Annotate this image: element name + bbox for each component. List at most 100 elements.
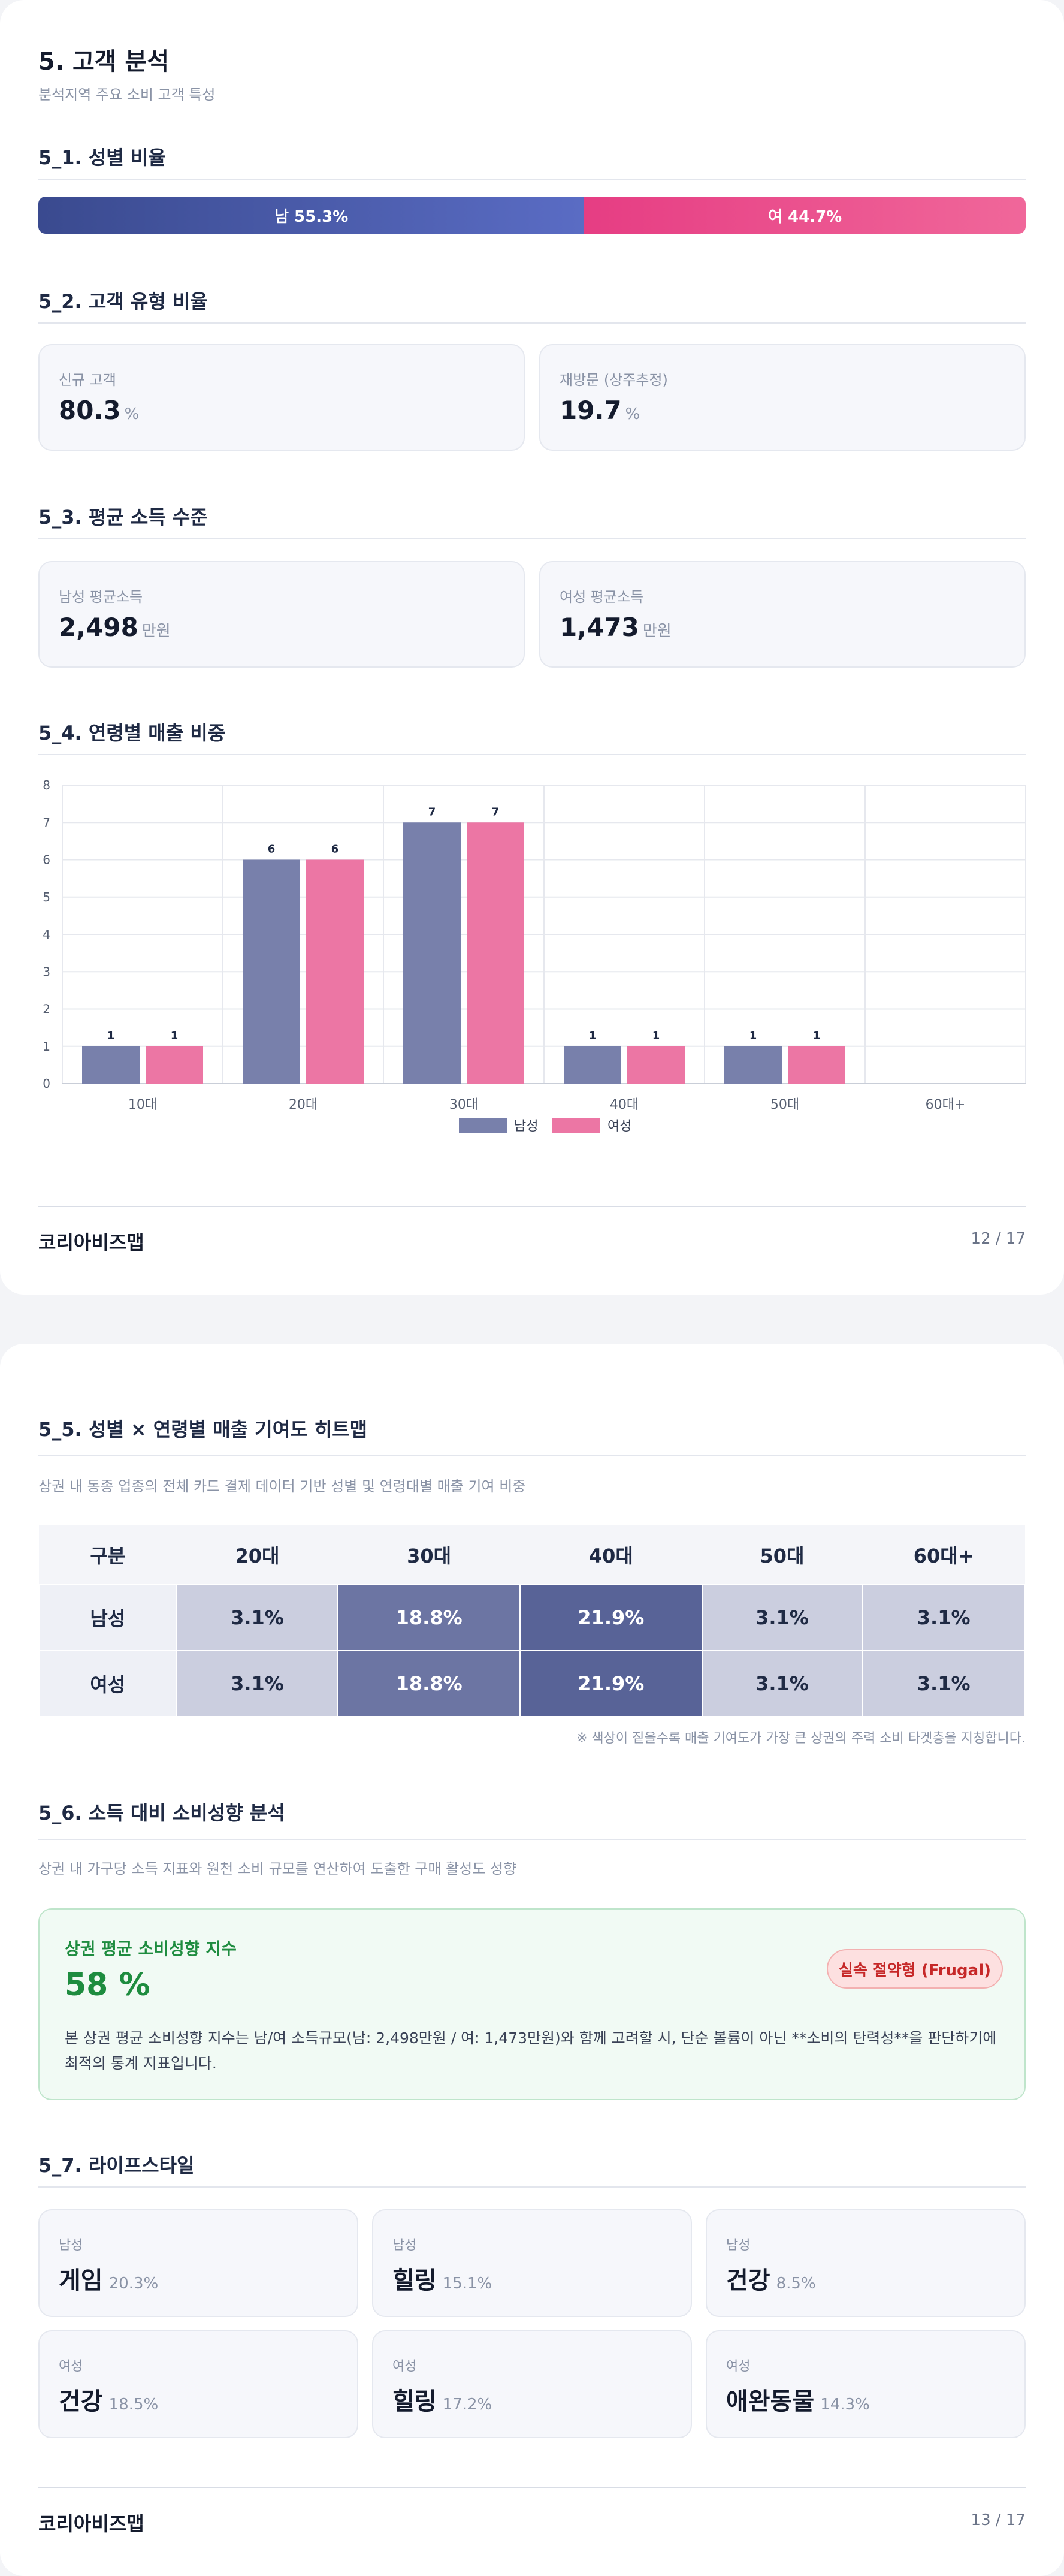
lifestyle-gender: 여성 xyxy=(59,2359,83,2374)
spending-description: 상권 내 가구당 소득 지표와 원천 소비 규모를 연산하여 도출한 구매 활성… xyxy=(38,1860,517,1877)
bar-data-label: 6 xyxy=(268,843,276,856)
bar-data-label: 7 xyxy=(492,806,500,818)
bar-data-label: 1 xyxy=(813,1030,821,1042)
gender-ratio-bar: 남 55.3% 여 44.7% xyxy=(38,197,1026,234)
lifestyle-value: 힐링 17.2% xyxy=(392,2382,492,2417)
heatmap-cell: 3.1% xyxy=(862,1584,1026,1651)
female-ratio-segment: 여 44.7% xyxy=(584,197,1026,234)
footer-brand: 코리아비즈맵 xyxy=(38,1231,144,1254)
bar-female xyxy=(467,822,524,1084)
female-income-number: 1,473 xyxy=(560,613,639,642)
heatmap-header-cell: 구분 xyxy=(39,1525,177,1585)
spending-index-value: 58 % xyxy=(65,1967,150,2003)
lifestyle-name: 힐링 xyxy=(392,2388,437,2415)
male-income-label: 남성 평균소득 xyxy=(59,589,143,605)
heatmap-header-cell: 60대+ xyxy=(862,1525,1025,1585)
currency-unit: 만원 xyxy=(642,622,672,640)
heatmap-description: 상권 내 동종 업종의 전체 카드 결제 데이터 기반 성별 및 연령대별 매출… xyxy=(38,1478,526,1495)
spending-index-card: 상권 평균 소비성향 지수 58 % 실속 절약형 (Frugal) 본 상권 … xyxy=(38,1908,1026,2100)
lifestyle-name: 애완동물 xyxy=(726,2388,815,2415)
page-title: 5. 고객 분석 xyxy=(38,48,170,76)
heatmap-note: ※ 색상이 짙을수록 매출 기여도가 가장 큰 상권의 주력 소비 타겟층을 지… xyxy=(576,1731,1026,1746)
legend-label: 남성 xyxy=(514,1119,538,1134)
heatmap-header-cell: 50대 xyxy=(702,1525,863,1585)
bar-data-label: 1 xyxy=(171,1030,179,1042)
bar-female xyxy=(627,1046,685,1084)
gender-section-title: 5_1. 성별 비율 xyxy=(38,146,166,169)
bar-data-label: 1 xyxy=(107,1030,115,1042)
y-tick-label: 1 xyxy=(43,1039,50,1054)
female-income-label: 여성 평균소득 xyxy=(560,589,644,605)
bar-data-label: 1 xyxy=(589,1030,597,1042)
heatmap-cell: 3.1% xyxy=(701,1584,863,1651)
bar-data-label: 1 xyxy=(749,1030,757,1042)
heatmap-row-label: 여성 xyxy=(38,1650,177,1717)
gender-age-heatmap: 구분 20대 30대 40대 50대 60대+ 남성 3.1% 18.8% 21… xyxy=(38,1525,1026,1717)
footer-divider xyxy=(38,2487,1026,2488)
section-divider xyxy=(38,538,1026,539)
lifestyle-value: 건강 18.5% xyxy=(59,2382,158,2417)
bar-male xyxy=(724,1046,782,1084)
lifestyle-gender: 남성 xyxy=(392,2238,417,2253)
y-tick-label: 3 xyxy=(43,964,50,979)
heatmap-cell: 3.1% xyxy=(176,1650,339,1717)
section-divider xyxy=(38,1455,1026,1456)
bar-female xyxy=(306,859,364,1084)
spending-section-title: 5_6. 소득 대비 소비성향 분석 xyxy=(38,1802,285,1824)
page-content: 5. 고객 분석 분석지역 주요 소비 고객 특성 5_1. 성별 비율 남 5… xyxy=(38,0,1026,1295)
bar-female xyxy=(788,1046,845,1084)
lifestyle-name: 건강 xyxy=(726,2267,770,2294)
lifestyle-value: 애완동물 14.3% xyxy=(726,2382,870,2417)
section-divider xyxy=(38,179,1026,180)
report-page-13: 5_5. 성별 × 연령별 매출 기여도 히트맵 상권 내 동종 업종의 전체 … xyxy=(0,1344,1064,2576)
lifestyle-pct: 14.3% xyxy=(820,2396,870,2414)
return-customer-number: 19.7 xyxy=(560,396,622,425)
bar-female xyxy=(146,1046,203,1084)
new-customer-number: 80.3 xyxy=(59,396,121,425)
bar-data-label: 7 xyxy=(428,806,436,818)
male-income-value: 2,498 만원 xyxy=(59,613,171,642)
lifestyle-gender: 여성 xyxy=(392,2359,417,2374)
bar-male xyxy=(243,859,300,1084)
y-tick-label: 4 xyxy=(43,927,50,942)
spending-card-title: 상권 평균 소비성향 지수 xyxy=(65,1939,237,1959)
y-tick-label: 0 xyxy=(43,1076,50,1091)
section-divider xyxy=(38,754,1026,755)
lifestyle-card: 여성 힐링 17.2% xyxy=(372,2330,692,2438)
return-customer-value: 19.7% xyxy=(560,396,640,425)
legend-swatch xyxy=(459,1118,507,1133)
heatmap-row-male: 남성 3.1% 18.8% 21.9% 3.1% 3.1% xyxy=(38,1584,1026,1651)
bar-data-label: 6 xyxy=(331,843,339,856)
x-tick-label: 10대 xyxy=(128,1097,157,1112)
return-customer-label: 재방문 (상주추정) xyxy=(560,372,668,388)
x-tick-label: 40대 xyxy=(610,1097,639,1112)
income-section-title: 5_3. 평균 소득 수준 xyxy=(38,506,208,529)
lifestyle-pct: 8.5% xyxy=(776,2275,816,2293)
footer-page-number: 12 / 17 xyxy=(971,1230,1026,1248)
y-tick-label: 8 xyxy=(43,778,50,792)
page-content: 5_5. 성별 × 연령별 매출 기여도 히트맵 상권 내 동종 업종의 전체 … xyxy=(38,1344,1026,2576)
female-income-value: 1,473 만원 xyxy=(560,613,672,642)
bar-data-label: 1 xyxy=(652,1030,660,1042)
new-customer-card: 신규 고객 80.3% xyxy=(38,344,525,451)
footer-divider xyxy=(38,1206,1026,1207)
x-tick-label: 50대 xyxy=(770,1097,799,1112)
legend-label: 여성 xyxy=(607,1119,631,1134)
male-income-number: 2,498 xyxy=(59,613,138,642)
bar-male xyxy=(403,822,461,1084)
new-customer-value: 80.3% xyxy=(59,396,139,425)
y-tick-label: 6 xyxy=(43,853,50,867)
male-ratio-segment: 남 55.3% xyxy=(38,197,585,234)
lifestyle-gender: 남성 xyxy=(726,2238,751,2253)
heatmap-cell: 3.1% xyxy=(176,1584,339,1651)
report-page-12: 5. 고객 분석 분석지역 주요 소비 고객 특성 5_1. 성별 비율 남 5… xyxy=(0,0,1064,1295)
heatmap-header-cell: 40대 xyxy=(519,1525,702,1585)
legend-swatch xyxy=(552,1118,600,1133)
age-sales-bar-chart: 0 1 2 3 4 5 6 7 8 1 1 10대 6 6 20대 7 7 30대 1 1 40대 1 1 50대 60대+ 남성… xyxy=(43,778,1026,1134)
lifestyle-value: 건강 8.5% xyxy=(726,2261,816,2296)
heatmap-cell: 21.9% xyxy=(519,1650,703,1717)
bar-male xyxy=(564,1046,621,1084)
spending-type-badge: 실속 절약형 (Frugal) xyxy=(827,1949,1003,1989)
section-divider xyxy=(38,322,1026,324)
lifestyle-value: 게임 20.3% xyxy=(59,2261,158,2296)
